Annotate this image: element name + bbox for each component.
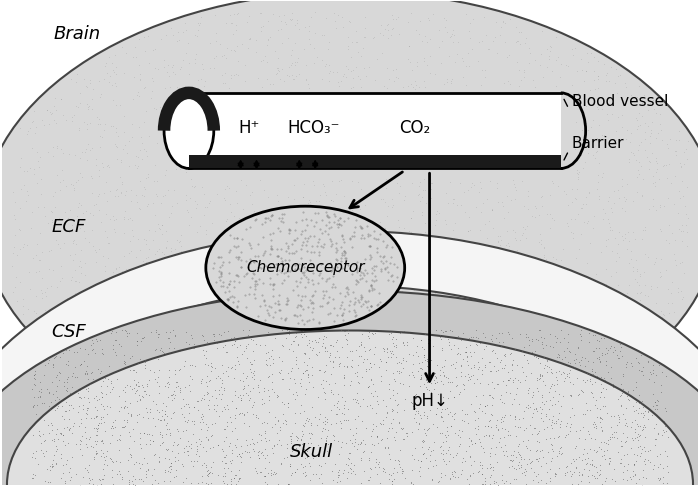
Text: CSF: CSF [52,324,87,342]
Text: ECF: ECF [52,218,86,236]
Text: Barrier: Barrier [572,136,624,151]
Text: Chemoreceptor: Chemoreceptor [246,260,365,276]
Ellipse shape [0,231,700,486]
Bar [189,93,561,169]
Text: pH↓: pH↓ [411,392,448,410]
Ellipse shape [0,291,700,486]
Ellipse shape [7,330,693,486]
Ellipse shape [0,0,700,449]
Text: H⁺: H⁺ [238,119,259,137]
Text: Blood vessel: Blood vessel [572,94,668,109]
Text: Brain: Brain [54,25,101,43]
Bar [189,155,561,169]
Ellipse shape [2,286,698,486]
Text: HCO₃⁻: HCO₃⁻ [287,119,340,137]
Ellipse shape [164,93,214,169]
Text: Skull: Skull [290,443,333,461]
Text: CO₂: CO₂ [399,119,430,137]
Ellipse shape [206,206,405,330]
